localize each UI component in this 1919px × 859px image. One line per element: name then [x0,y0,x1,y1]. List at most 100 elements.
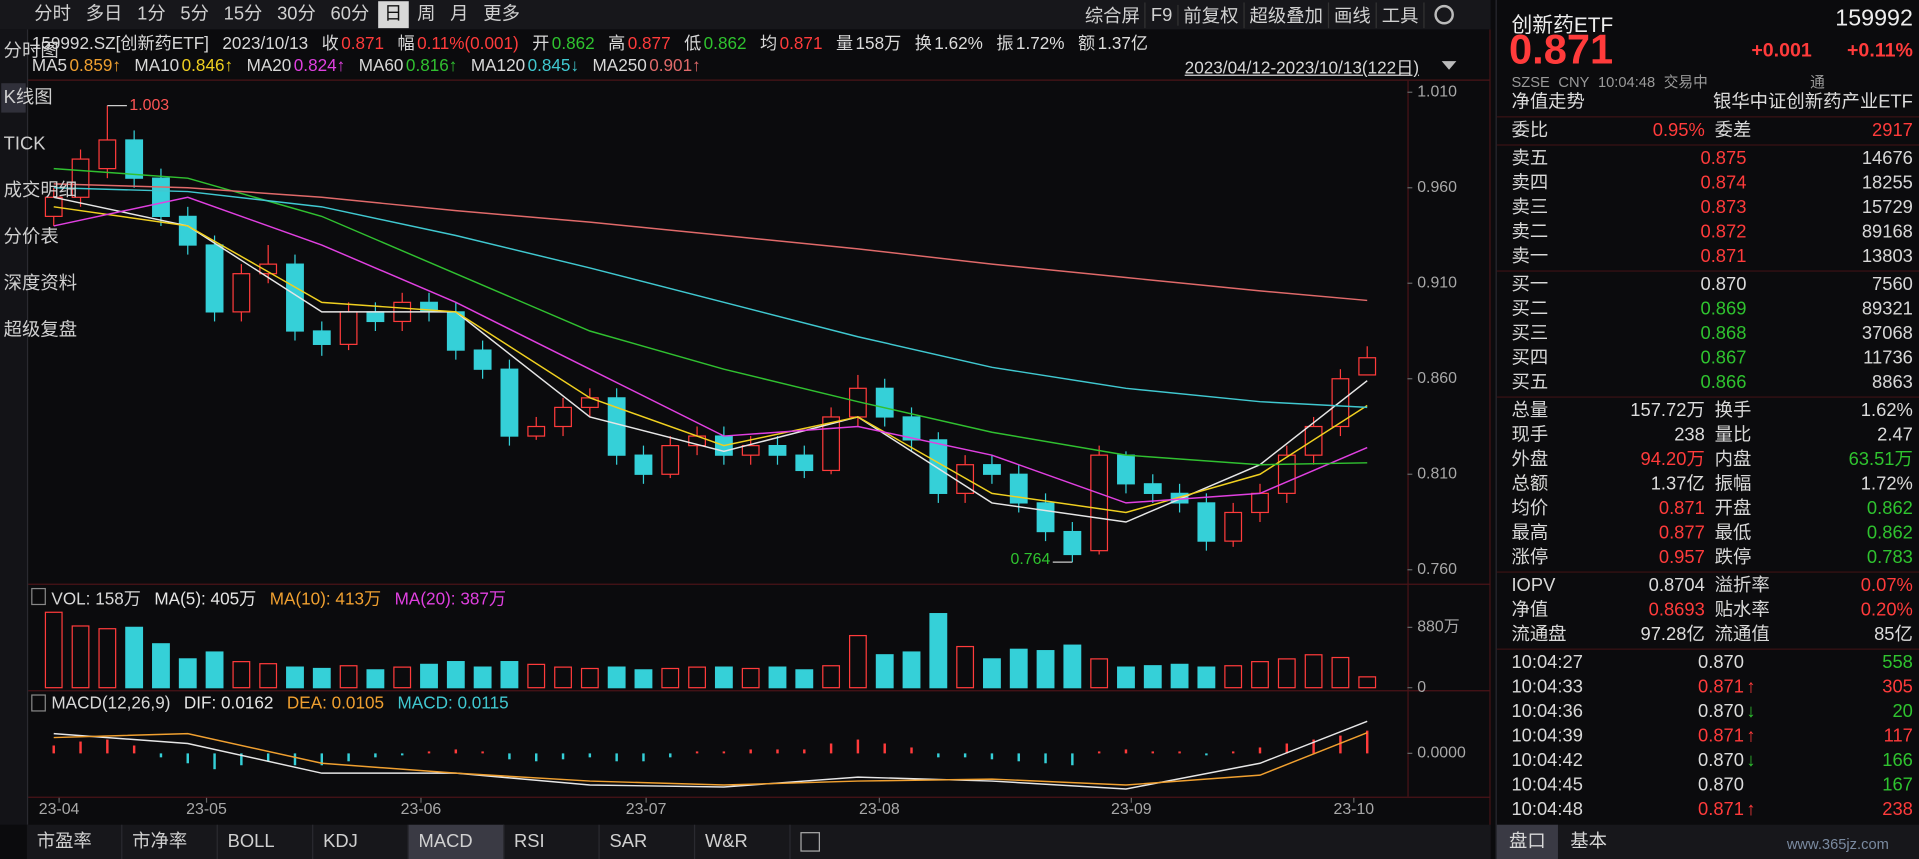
order-label: 卖四 [1511,172,1549,194]
sidebar-tab[interactable]: K线图 [1,83,53,113]
candle-body [286,263,304,332]
tool-button[interactable]: 画线 [1329,1,1377,28]
date-range[interactable]: 2023/04/12-2023/10/13(122日) [1184,57,1420,78]
info-value: 1.37亿 [1097,33,1149,53]
ma-legend-item: MA120 0.845↓ [471,55,579,75]
order-label: 卖一 [1511,245,1549,267]
sidebar-tab[interactable]: TICK [3,133,46,155]
max-label: 1.003 [129,97,169,114]
tool-button[interactable]: 工具 [1377,1,1425,28]
period-tab[interactable]: 日 [377,1,409,29]
ma-line [53,167,1368,466]
order-label: 买二 [1511,298,1549,320]
order-price: 0.866 [1700,371,1747,393]
separator [1496,116,1919,118]
volume-bar [44,611,63,689]
quote-header: 创新药ETF 159992 [1497,0,1919,37]
volume-bar [286,666,304,689]
candle-body [822,416,841,472]
candle-body [125,139,144,179]
volume-bar [339,665,358,689]
tick-volume: 305 [1882,676,1913,698]
tick-time: 10:04:33 [1511,676,1583,698]
period-tab[interactable]: 5分 [180,3,209,25]
volume-bar [1143,665,1162,689]
tick-arrow-space [1744,773,1764,797]
info-item: 换 1.62% [915,33,983,53]
y-tick-label: 0.0000 [1417,745,1466,762]
indicator-tab[interactable]: MACD [408,824,505,859]
tool-button[interactable]: 综合屏 [1080,1,1147,28]
info-value: 0.11%(0.001) [417,33,519,53]
sidebar-tab[interactable]: 成交明细 [3,179,78,201]
indicator-tab[interactable]: W&R [695,824,791,859]
stat-row: 流通盘 97.28亿 流通值 85亿 [1497,623,1919,647]
order-label: 卖五 [1511,148,1549,169]
ma-name: MA5 [31,55,68,75]
candle-body [1063,530,1082,556]
ratio-row: 委比 0.95% 委差 2917 [1497,119,1919,143]
period-tab[interactable]: 多日 [85,3,123,25]
period-tab[interactable]: 30分 [277,3,316,25]
volume-bar [500,661,519,689]
order-label: 买五 [1511,371,1549,393]
indicator-tab[interactable]: 市净率 [122,824,218,859]
indicator-tab[interactable]: SAR [600,824,696,859]
indicator-tab[interactable]: 市盈率 [27,824,123,859]
volume-bar [1224,665,1243,689]
period-tab[interactable]: 1分 [137,3,166,25]
status-item: 10:04:48 [1597,73,1656,91]
price-change-pct: +0.11% [1847,40,1913,62]
panel-tab[interactable]: 盘口 [1496,824,1558,859]
panel-tab[interactable]: 基本 [1570,830,1607,852]
separator [1496,648,1919,650]
period-tab[interactable]: 分时 [34,3,72,25]
order-row: 卖四 0.874 18255 [1497,171,1919,195]
info-label: 低 [684,33,702,53]
indicator-tab[interactable]: RSI [504,824,600,859]
info-value: 0.862 [703,33,747,53]
volume-bar [1251,661,1269,689]
tool-button[interactable]: 前复权 [1178,1,1245,28]
order-volume: 15729 [1861,197,1913,218]
sidebar-tab[interactable]: 深度资料 [3,272,78,294]
period-tab[interactable]: 60分 [330,3,370,25]
info-item: 收 0.871 [322,33,384,53]
candle-body [554,406,572,428]
info-item: 振 1.72% [996,33,1064,53]
help-icon [31,694,46,712]
stat-value: 0.877 [1658,522,1705,544]
candle-body [741,444,760,456]
tool-button[interactable]: F9 [1146,4,1179,26]
info-label: 高 [608,33,626,53]
separator [1496,144,1919,146]
info-item: 高 0.877 [608,33,670,53]
ma-name: MA250 [592,55,647,75]
period-tab[interactable]: 15分 [223,3,263,25]
tick-time: 10:04:45 [1511,774,1583,796]
indicator-tab[interactable]: BOLL [218,824,314,859]
tool-button[interactable]: 超级叠加 [1245,1,1330,28]
nav-title[interactable]: 净值走势 [1511,91,1585,113]
volume-bar [473,666,492,689]
volume-bar [688,666,706,689]
volume-bar [232,661,251,689]
sidebar-tab[interactable]: 分价表 [3,226,59,248]
period-tab[interactable]: 更多 [483,3,520,25]
period-tab[interactable]: 月 [450,3,469,25]
info-label: 额 [1077,33,1096,53]
candle-body [1358,357,1377,376]
sidebar-tab[interactable]: 分时图 [3,40,59,62]
add-tab[interactable] [800,832,820,852]
stat-label: 流通盘 [1511,624,1567,645]
info-label: 收 [321,33,339,53]
stat-row: 最高 0.877 最低 0.862 [1497,521,1919,545]
security-name: 创新药ETF [1511,13,1614,37]
indicator-tab[interactable]: KDJ [313,824,409,859]
settings-icon[interactable] [1434,4,1454,25]
candle-body [634,454,653,475]
sidebar-tab[interactable]: 超级复盘 [3,319,78,341]
candle-body [983,464,1001,475]
candle-body [1224,511,1243,542]
period-tab[interactable]: 周 [417,3,436,25]
